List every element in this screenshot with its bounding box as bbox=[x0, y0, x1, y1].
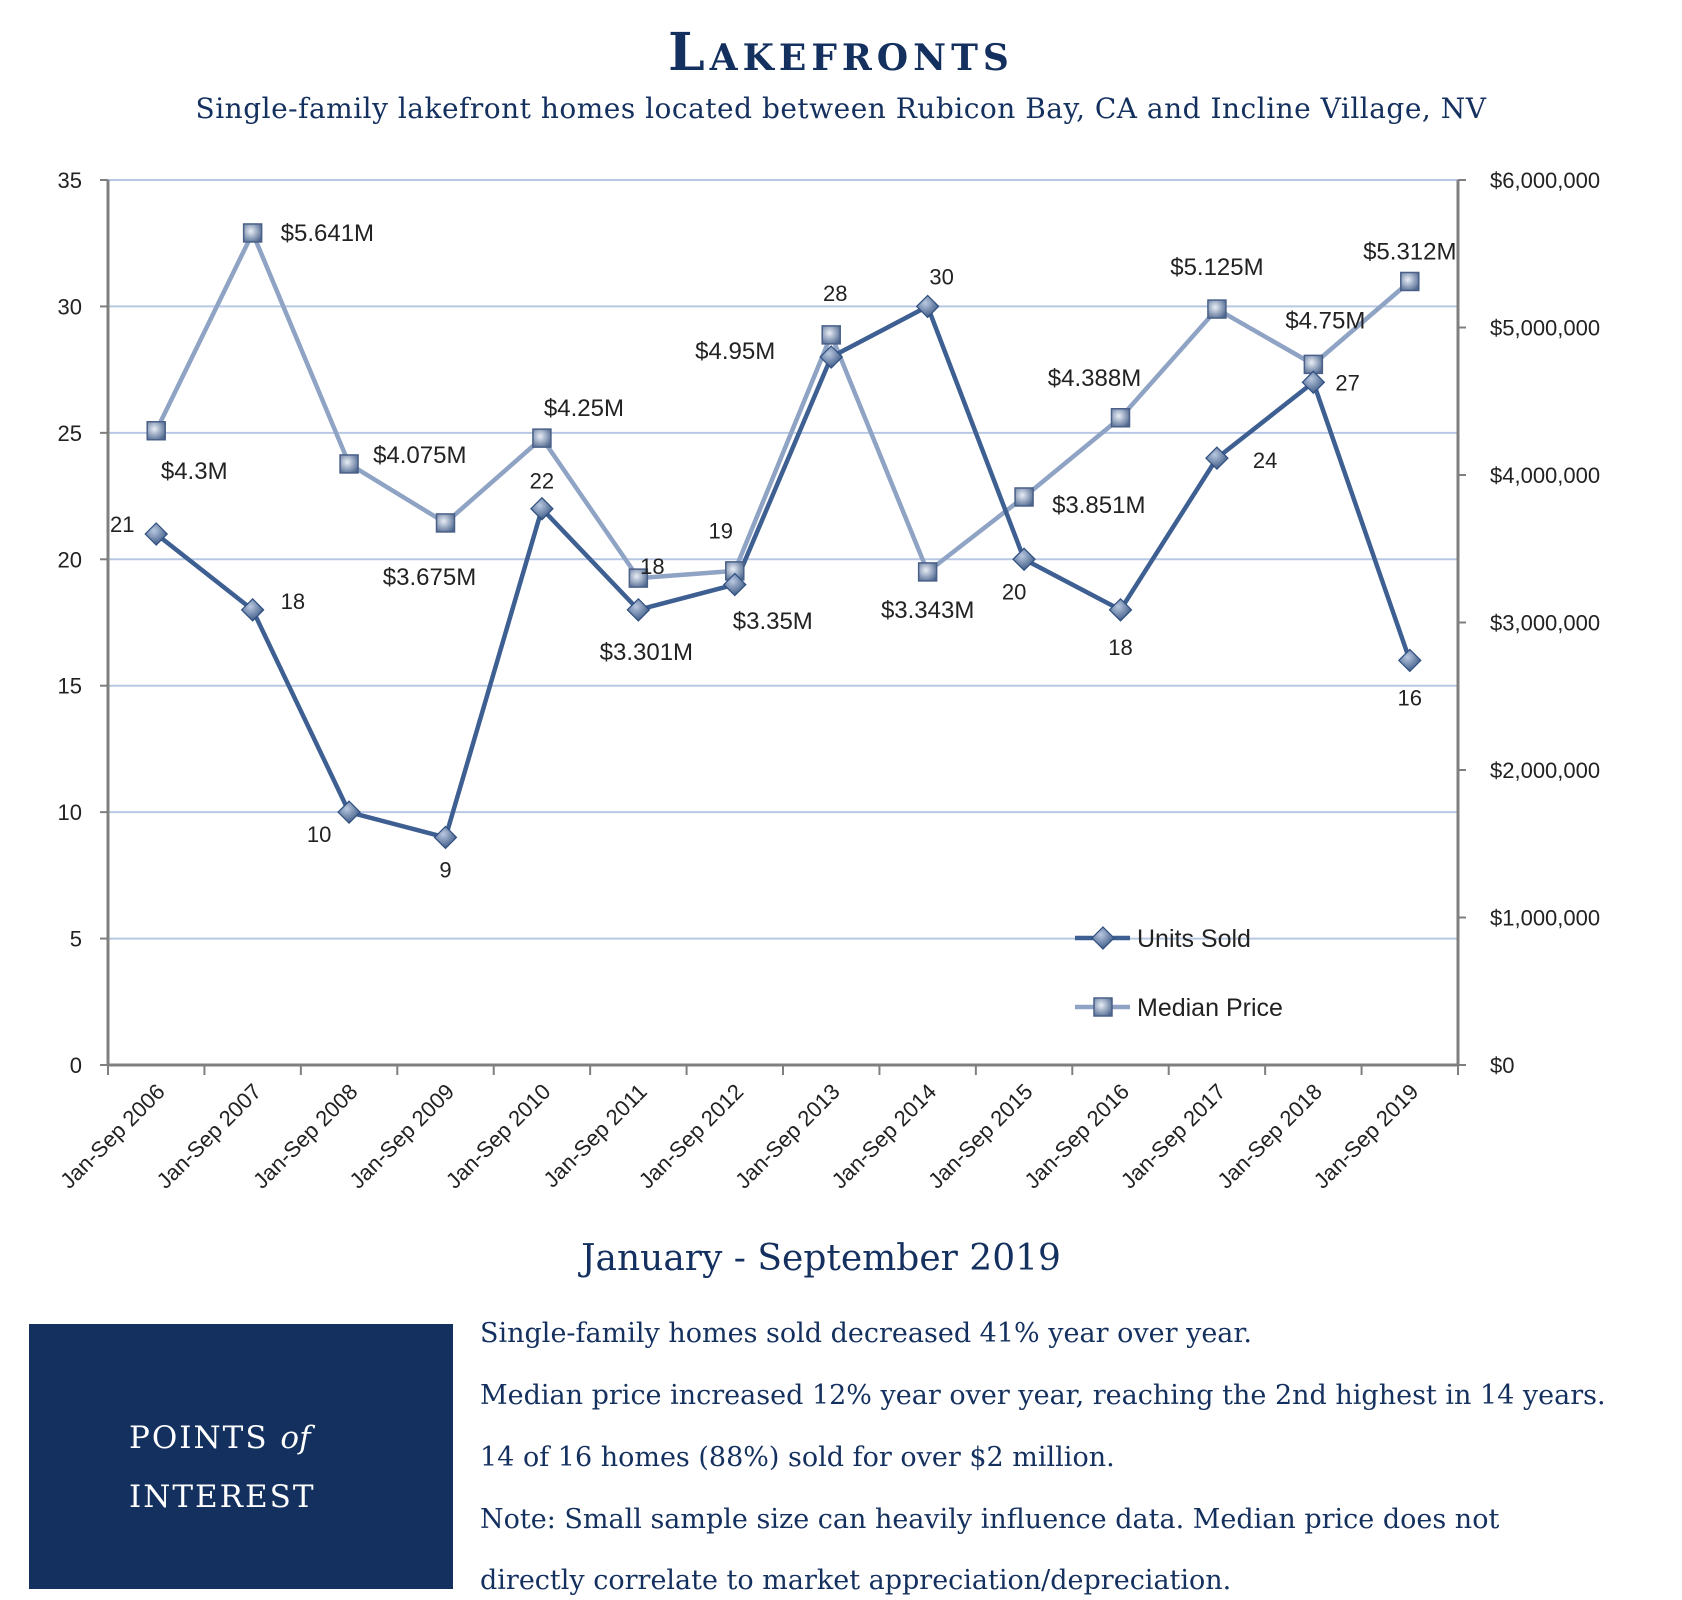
units-sold-point bbox=[1397, 648, 1422, 673]
units-sold-label: 18 bbox=[640, 554, 664, 579]
units-sold-label: 10 bbox=[307, 822, 331, 847]
units-sold-label: 16 bbox=[1398, 685, 1422, 710]
units-sold-point bbox=[1301, 370, 1326, 395]
median-price-line bbox=[154, 230, 1412, 581]
median-price-point bbox=[339, 454, 359, 474]
left-tick-label: 30 bbox=[58, 294, 82, 319]
median-price-label: $3.301M bbox=[600, 639, 693, 666]
median-price-label: $5.641M bbox=[281, 220, 374, 247]
legend-units-label: Units Sold bbox=[1137, 925, 1251, 953]
median-price-point bbox=[435, 513, 456, 533]
units-sold-label: 19 bbox=[709, 519, 733, 544]
median-price-label: $4.388M bbox=[1048, 365, 1141, 392]
median-price-point bbox=[1110, 408, 1131, 428]
median-price-label: $3.35M bbox=[733, 608, 813, 635]
median-price-label: $5.125M bbox=[1170, 254, 1263, 281]
left-axis-ticks: 0 5 10 15 20 25 30 35 bbox=[58, 168, 108, 1078]
point-1: Single-family homes sold decreased 41% y… bbox=[480, 1318, 1252, 1349]
units-sold-label: 18 bbox=[1108, 635, 1132, 660]
units-sold-point bbox=[1108, 598, 1133, 622]
median-price-point bbox=[1014, 487, 1034, 507]
left-tick-label: 5 bbox=[70, 927, 82, 952]
units-sold-label: 28 bbox=[823, 281, 847, 306]
median-price-label: $4.25M bbox=[544, 395, 624, 422]
right-tick-label: $1,000,000 bbox=[1490, 906, 1600, 931]
left-tick-label: 20 bbox=[58, 547, 82, 572]
units-sold-point bbox=[337, 800, 361, 824]
left-tick-label: 10 bbox=[58, 800, 82, 825]
units-sold-label: 24 bbox=[1253, 448, 1277, 473]
chart-subtitle: Single-family lakefront homes located be… bbox=[195, 92, 1487, 125]
units-sold-label: 27 bbox=[1335, 370, 1359, 395]
units-sold-point bbox=[144, 522, 169, 546]
right-tick-label: $4,000,000 bbox=[1490, 463, 1600, 488]
units-sold-label: 30 bbox=[929, 264, 953, 289]
median-price-label: $4.75M bbox=[1285, 307, 1365, 334]
left-tick-label: 15 bbox=[58, 674, 82, 699]
units-sold-point bbox=[1012, 547, 1036, 572]
right-tick-label: $3,000,000 bbox=[1490, 611, 1600, 636]
units-sold-point bbox=[1205, 446, 1229, 470]
line-chart: 0 5 10 15 20 25 30 35 $0 $1,000,000 $2,000,000 $3,… bbox=[55, 168, 1600, 1193]
gridlines bbox=[108, 179, 1458, 940]
units-sold-line bbox=[154, 304, 1412, 840]
chart-series bbox=[144, 223, 1422, 850]
median-price-point bbox=[242, 223, 263, 243]
median-price-point bbox=[1207, 299, 1227, 319]
median-price-point bbox=[628, 568, 649, 588]
median-price-point bbox=[1400, 271, 1420, 292]
period-heading: January - September 2019 bbox=[581, 1238, 1061, 1279]
right-tick-label: $6,000,000 bbox=[1490, 168, 1600, 193]
units-sold-point bbox=[240, 598, 265, 622]
median-price-point bbox=[917, 562, 938, 582]
chart-title: Lakefronts bbox=[668, 22, 1014, 83]
legend-units-marker bbox=[1091, 926, 1115, 950]
points-of-interest-box: POINTS of INTEREST bbox=[29, 1324, 453, 1589]
point-2: Median price increased 12% year over yea… bbox=[480, 1380, 1606, 1411]
point-3: 14 of 16 homes (88%) sold for over $2 mi… bbox=[480, 1442, 1115, 1473]
median-price-label: $4.075M bbox=[373, 442, 466, 469]
left-tick-label: 25 bbox=[58, 421, 82, 446]
units-sold-point bbox=[819, 345, 844, 369]
data-labels: $4.3M $5.641M $4.075M $3.675M $4.25M $3.301M $… bbox=[110, 220, 1457, 882]
units-sold-point bbox=[626, 598, 651, 622]
median-price-label: $5.312M bbox=[1363, 238, 1456, 265]
right-tick-label: $0 bbox=[1490, 1053, 1514, 1078]
median-price-point bbox=[532, 428, 552, 448]
units-sold-label: 20 bbox=[1002, 579, 1026, 604]
median-price-label: $3.675M bbox=[383, 564, 476, 591]
right-tick-label: $5,000,000 bbox=[1490, 316, 1600, 341]
units-sold-point bbox=[722, 572, 747, 597]
median-price-point bbox=[146, 421, 166, 441]
units-sold-label: 22 bbox=[530, 469, 554, 494]
right-tick-label: $2,000,000 bbox=[1490, 758, 1600, 783]
units-sold-point bbox=[915, 294, 940, 319]
median-price-label: $4.95M bbox=[695, 338, 775, 365]
legend-price-marker bbox=[1093, 997, 1113, 1017]
legend-price-label: Median Price bbox=[1137, 994, 1283, 1022]
poi-heading-line1: POINTS of bbox=[129, 1420, 311, 1456]
chart-legend: Units Sold Median Price bbox=[1075, 925, 1283, 1022]
left-tick-label: 0 bbox=[70, 1053, 82, 1078]
median-price-label: $4.3M bbox=[161, 458, 228, 485]
median-price-point bbox=[821, 325, 841, 345]
point-5: directly correlate to market appreciatio… bbox=[480, 1565, 1232, 1596]
right-axis-ticks: $0 $1,000,000 $2,000,000 $3,000,000 $4,000,0… bbox=[1458, 168, 1600, 1078]
poi-heading-line2: INTEREST bbox=[129, 1479, 316, 1515]
median-price-label: $3.851M bbox=[1052, 492, 1145, 519]
units-sold-point bbox=[433, 825, 458, 850]
point-4: Note: Small sample size can heavily infl… bbox=[480, 1504, 1500, 1535]
units-sold-label: 18 bbox=[281, 589, 305, 614]
units-sold-label: 9 bbox=[439, 857, 451, 882]
units-sold-label: 21 bbox=[110, 512, 134, 537]
median-price-label: $3.343M bbox=[881, 597, 974, 624]
left-tick-label: 35 bbox=[58, 168, 82, 193]
units-sold-point bbox=[530, 496, 554, 521]
